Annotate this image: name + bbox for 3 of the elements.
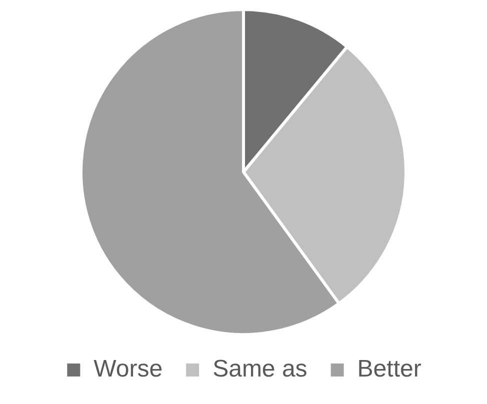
legend-label: Better	[357, 356, 422, 383]
legend-label: Worse	[94, 356, 163, 383]
legend-label: Same as	[212, 356, 308, 383]
